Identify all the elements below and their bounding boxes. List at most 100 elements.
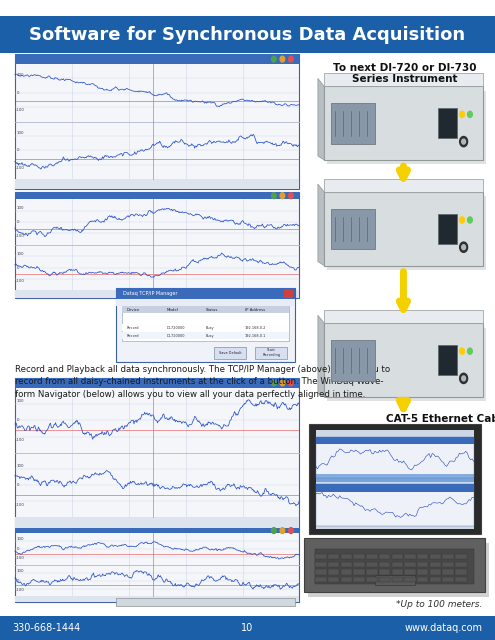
Text: 100: 100 bbox=[16, 399, 24, 403]
Bar bbox=[324, 73, 483, 86]
Bar bbox=[375, 575, 415, 586]
Text: Save Default: Save Default bbox=[219, 351, 242, 355]
Bar bbox=[315, 548, 474, 584]
Bar bbox=[404, 562, 416, 567]
Bar bbox=[443, 562, 454, 567]
Circle shape bbox=[460, 136, 468, 147]
Text: 0: 0 bbox=[16, 579, 19, 582]
Circle shape bbox=[289, 193, 293, 198]
Circle shape bbox=[468, 348, 472, 355]
Text: Status: Status bbox=[205, 308, 218, 312]
Text: -100: -100 bbox=[16, 108, 25, 112]
Polygon shape bbox=[318, 316, 324, 397]
Bar bbox=[341, 569, 352, 575]
Bar bbox=[315, 577, 327, 582]
Bar bbox=[438, 108, 457, 138]
Bar bbox=[15, 54, 299, 189]
Bar bbox=[315, 562, 327, 567]
Bar bbox=[284, 289, 293, 298]
Circle shape bbox=[460, 111, 464, 117]
Polygon shape bbox=[318, 184, 324, 266]
Bar bbox=[404, 577, 416, 582]
Bar bbox=[379, 562, 390, 567]
Bar bbox=[379, 577, 390, 582]
Text: 0: 0 bbox=[16, 483, 19, 487]
Circle shape bbox=[460, 373, 468, 383]
Text: CAT-5 Ethernet Cable*: CAT-5 Ethernet Cable* bbox=[386, 414, 495, 424]
Bar bbox=[316, 484, 474, 492]
Text: 100: 100 bbox=[16, 252, 24, 256]
Bar bbox=[392, 577, 403, 582]
Circle shape bbox=[272, 527, 276, 534]
Bar bbox=[316, 484, 474, 526]
Text: 0: 0 bbox=[16, 91, 19, 95]
Text: -100: -100 bbox=[16, 556, 25, 561]
Text: 330-668-1444: 330-668-1444 bbox=[12, 623, 81, 633]
Bar bbox=[122, 324, 289, 331]
Circle shape bbox=[468, 217, 472, 223]
Circle shape bbox=[280, 527, 285, 534]
Text: 192.168.0.1: 192.168.0.1 bbox=[245, 334, 266, 338]
Bar bbox=[455, 569, 466, 575]
Text: Record: Record bbox=[127, 326, 140, 330]
Bar bbox=[341, 554, 352, 559]
Bar bbox=[430, 562, 441, 567]
Bar bbox=[392, 569, 403, 575]
Bar bbox=[455, 554, 466, 559]
Circle shape bbox=[462, 376, 465, 381]
Bar bbox=[255, 347, 288, 358]
Text: -100: -100 bbox=[16, 502, 25, 506]
Bar bbox=[328, 562, 340, 567]
Text: 192.168.0.2: 192.168.0.2 bbox=[245, 326, 266, 330]
Bar bbox=[316, 429, 474, 529]
Bar bbox=[15, 192, 299, 200]
Bar bbox=[15, 518, 299, 528]
Text: Start
Recording: Start Recording bbox=[262, 348, 280, 357]
Bar bbox=[366, 554, 378, 559]
Bar bbox=[379, 569, 390, 575]
Bar bbox=[122, 332, 289, 339]
Bar bbox=[316, 436, 474, 444]
Bar bbox=[15, 290, 299, 298]
Bar bbox=[443, 569, 454, 575]
Bar bbox=[443, 554, 454, 559]
Bar bbox=[324, 86, 483, 160]
Bar bbox=[417, 554, 428, 559]
Bar bbox=[417, 577, 428, 582]
Text: -100: -100 bbox=[16, 166, 25, 170]
Text: 100: 100 bbox=[16, 464, 24, 468]
Circle shape bbox=[460, 242, 468, 252]
Text: IP Address: IP Address bbox=[245, 308, 265, 312]
Circle shape bbox=[272, 56, 276, 62]
Bar bbox=[353, 569, 365, 575]
Bar bbox=[15, 528, 299, 602]
Circle shape bbox=[280, 56, 285, 62]
Bar bbox=[331, 103, 375, 144]
Bar bbox=[430, 569, 441, 575]
Bar bbox=[308, 543, 489, 597]
Text: 0: 0 bbox=[16, 419, 19, 422]
Bar bbox=[443, 577, 454, 582]
Text: -100: -100 bbox=[16, 279, 25, 283]
Bar bbox=[116, 598, 295, 606]
Text: www.dataq.com: www.dataq.com bbox=[404, 623, 483, 633]
Bar bbox=[331, 209, 375, 250]
Text: -100: -100 bbox=[16, 588, 25, 592]
Bar bbox=[438, 346, 457, 375]
Text: 100: 100 bbox=[16, 569, 24, 573]
Text: DI-720000: DI-720000 bbox=[166, 334, 185, 338]
Text: -100: -100 bbox=[16, 234, 25, 237]
Circle shape bbox=[272, 380, 276, 386]
Bar bbox=[455, 577, 466, 582]
Bar bbox=[328, 554, 340, 559]
Bar bbox=[366, 562, 378, 567]
Text: Model: Model bbox=[166, 308, 178, 312]
Text: 100: 100 bbox=[16, 538, 24, 541]
Bar bbox=[392, 562, 403, 567]
Bar bbox=[324, 310, 483, 323]
Circle shape bbox=[280, 193, 285, 198]
Bar bbox=[341, 562, 352, 567]
Polygon shape bbox=[318, 79, 324, 160]
Text: Record: Record bbox=[127, 334, 140, 338]
Bar bbox=[379, 554, 390, 559]
